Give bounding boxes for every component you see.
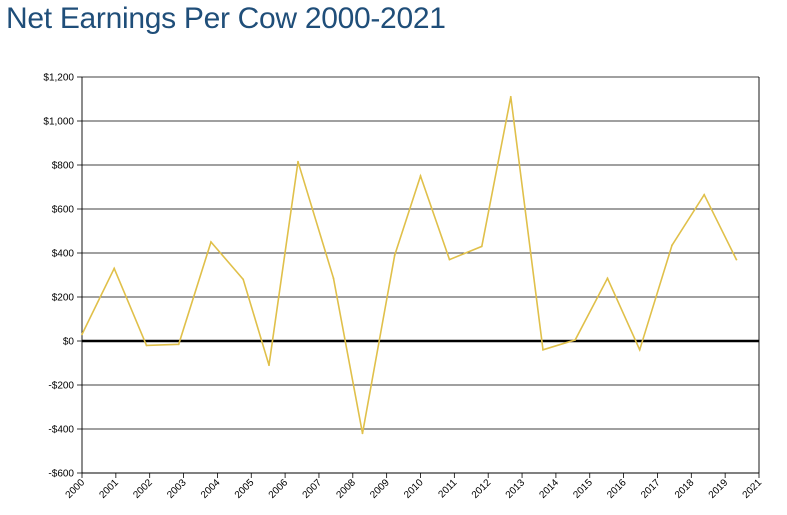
y-tick-label: $400: [52, 249, 75, 260]
x-tick-label: 2015: [571, 477, 595, 501]
chart-title: Net Earnings Per Cow 2000-2021: [6, 2, 446, 35]
y-tick-label: $800: [52, 161, 75, 172]
x-tick-label: 2012: [470, 477, 494, 501]
y-tick-label: $600: [52, 205, 75, 216]
data-point: [448, 258, 451, 261]
data-point: [703, 193, 706, 196]
data-point: [297, 160, 299, 163]
y-tick-label: -$600: [48, 469, 74, 480]
x-tick-label: 2006: [267, 477, 291, 501]
x-tick-label: 2014: [538, 477, 562, 501]
x-tick-label: 2002: [131, 477, 155, 501]
x-tick-label: 2001: [97, 477, 121, 501]
data-point: [113, 267, 116, 270]
data-point: [574, 339, 577, 341]
data-point: [361, 432, 364, 435]
x-tick-label: 2016: [605, 477, 629, 501]
data-point: [509, 95, 512, 98]
data-point: [242, 278, 245, 281]
y-tick-label: $1,000: [43, 117, 74, 128]
x-tick-label: 2004: [199, 477, 223, 501]
x-tick-label: 2005: [233, 477, 257, 501]
data-point: [81, 333, 83, 336]
y-tick-label: $1,200: [43, 73, 74, 84]
data-point: [735, 258, 738, 261]
data-point: [671, 244, 673, 247]
x-tick-label: 2003: [165, 477, 189, 501]
data-point: [480, 245, 483, 248]
x-tick-label: 2011: [436, 477, 459, 500]
x-tick-label: 2007: [301, 477, 325, 501]
x-tick-label: 2008: [334, 477, 358, 501]
y-tick-label: $0: [63, 337, 75, 348]
data-point: [393, 254, 396, 257]
x-tick-label: 2017: [639, 477, 663, 501]
data-point: [606, 277, 609, 280]
x-tick-label: 2010: [402, 477, 426, 501]
gridlines: [81, 76, 760, 474]
y-tick-label: $200: [52, 293, 75, 304]
y-axis-ticks: $1,200 $1,000 $800 $600 $400 $200 $0 -$200 -$400…: [43, 73, 82, 480]
x-tick-label: 2021: [741, 477, 765, 501]
data-point: [419, 175, 422, 177]
y-tick-label: -$200: [48, 381, 74, 392]
series-layer: [81, 95, 738, 435]
x-tick-label: 2000: [64, 477, 88, 501]
data-point: [542, 348, 544, 351]
data-point: [638, 348, 641, 351]
x-tick-label: 2018: [673, 477, 697, 501]
data-point: [268, 364, 270, 367]
x-tick-label: 2019: [707, 477, 731, 501]
x-tick-label: 2009: [368, 477, 392, 501]
x-axis-ticks: 2000 2001 2002 2003 2004 2005 2006 2007 2008 2009…: [64, 473, 765, 501]
data-point: [145, 344, 148, 347]
data-point: [210, 241, 212, 243]
series-line: [81, 96, 738, 434]
y-tick-label: -$400: [48, 425, 74, 436]
data-point: [177, 343, 180, 346]
data-point: [332, 277, 335, 280]
x-tick-label: 2013: [504, 477, 528, 501]
